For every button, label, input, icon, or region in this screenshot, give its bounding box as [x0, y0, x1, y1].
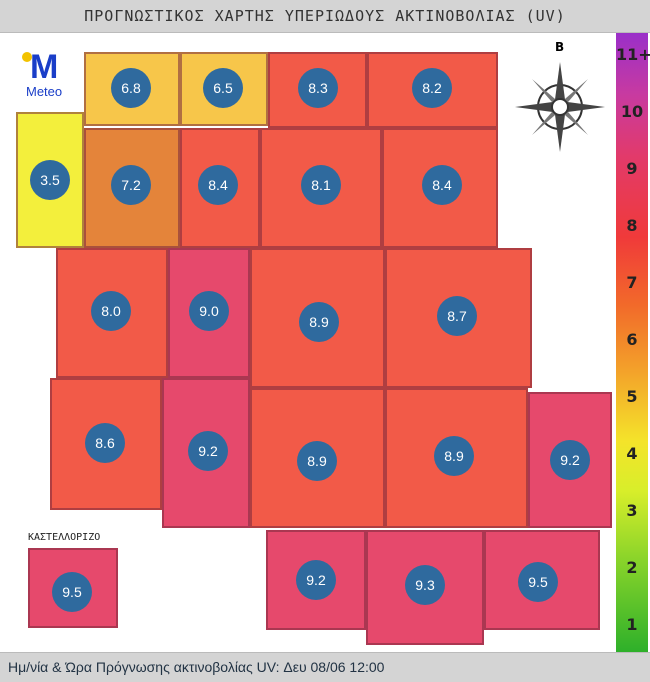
uv-value-badge: 3.5 — [30, 160, 70, 200]
scale-label: 1 — [626, 615, 638, 634]
uv-value-badge: 8.9 — [434, 436, 474, 476]
uv-map: 6.8 6.5 8.3 8.2 3.5 7.2 8.4 8.1 8.4 8.0 9.0 8.9 8.7 8… — [16, 40, 612, 645]
scale-label: 5 — [626, 387, 638, 406]
uv-value-badge: 8.9 — [297, 441, 337, 481]
meteo-logo: M Meteo — [22, 48, 80, 102]
scale-label: 10 — [620, 102, 644, 121]
uv-value-badge: 9.2 — [296, 560, 336, 600]
uv-value-badge: 8.0 — [91, 291, 131, 331]
uv-value-badge: 9.0 — [189, 291, 229, 331]
scale-label: 6 — [626, 330, 638, 349]
scale-label: 7 — [626, 273, 638, 292]
uv-value-badge: 9.2 — [550, 440, 590, 480]
uv-region-cell — [484, 530, 600, 630]
uv-value-badge: 9.2 — [188, 431, 228, 471]
scale-label: 3 — [626, 501, 638, 520]
uv-value-badge: 8.7 — [437, 296, 477, 336]
uv-value-badge: 8.4 — [422, 165, 462, 205]
uv-region-cell — [84, 52, 180, 126]
uv-value-badge: 9.3 — [405, 565, 445, 605]
scale-label: 11+ — [616, 45, 650, 64]
uv-value-badge: 8.1 — [301, 165, 341, 205]
uv-value-badge: 8.9 — [299, 302, 339, 342]
uv-color-scale: 11+ 10 9 8 7 6 5 4 3 2 1 — [616, 33, 650, 652]
uv-value-badge: 9.5 — [518, 562, 558, 602]
uv-region-cell — [50, 378, 162, 510]
compass-rose-icon: B — [510, 40, 610, 152]
compass-north-label: B — [555, 40, 565, 54]
scale-label: 8 — [626, 216, 638, 235]
scale-label: 9 — [626, 159, 638, 178]
logo-letter: M — [30, 48, 59, 86]
uv-value-badge: 7.2 — [111, 165, 151, 205]
scale-label: 4 — [626, 444, 638, 463]
scale-label: 2 — [626, 558, 638, 577]
uv-value-badge: 8.4 — [198, 165, 238, 205]
logo-text: Meteo — [26, 84, 63, 99]
uv-value-badge: 9.5 — [52, 572, 92, 612]
uv-value-badge: 8.2 — [412, 68, 452, 108]
map-title: ΠΡΟΓΝΩΣΤΙΚΟΣ ΧΑΡΤΗΣ ΥΠΕΡΙΩΔΟΥΣ ΑΚΤΙΝΟΒΟΛ… — [0, 0, 650, 33]
kastellorizo-label: ΚΑΣΤΕΛΛΟΡΙΖΟ — [28, 532, 101, 543]
uv-value-badge: 8.3 — [298, 68, 338, 108]
uv-region-cell — [162, 378, 250, 528]
uv-value-badge: 6.5 — [203, 68, 243, 108]
uv-value-badge: 6.8 — [111, 68, 151, 108]
forecast-datetime: Ημ/νία & Ώρα Πρόγνωσης ακτινοβολίας UV: … — [0, 652, 650, 682]
uv-region-cell — [260, 128, 382, 248]
uv-value-badge: 8.6 — [85, 423, 125, 463]
